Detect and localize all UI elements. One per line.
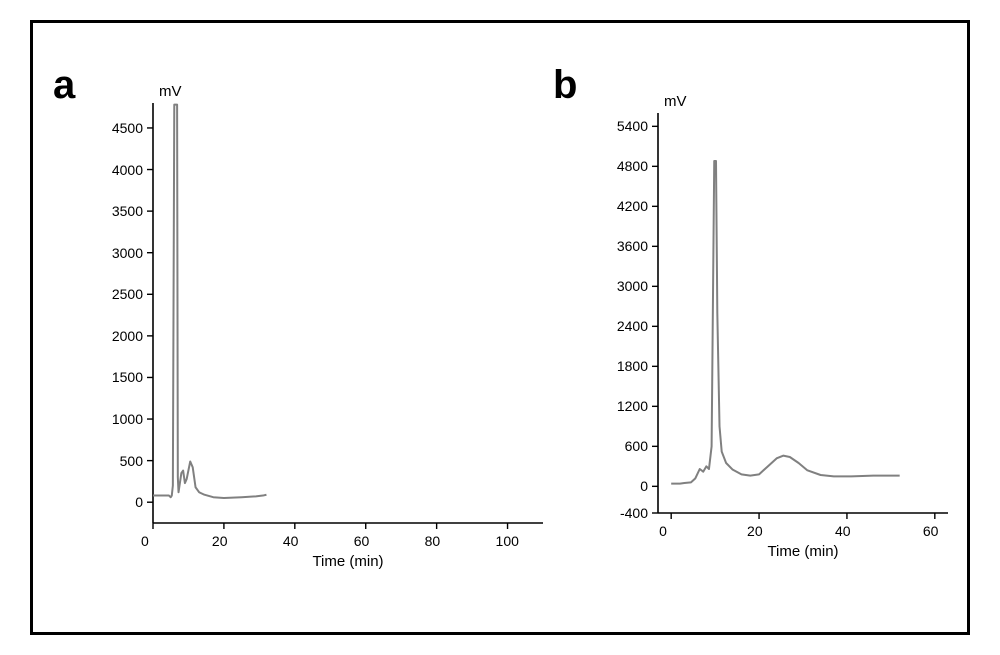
plot-bg	[658, 113, 948, 513]
x-tick-label: 100	[496, 533, 519, 549]
x-tick-label: 20	[212, 533, 228, 549]
chart-a-svg	[153, 103, 543, 523]
chart-b: -400060012001800240030003600420048005400…	[658, 113, 948, 513]
y-tick-label: 1000	[83, 411, 143, 427]
y-tick-label: 3600	[588, 238, 648, 254]
figure-frame: a b 050010001500200025003000350040004500…	[30, 20, 970, 635]
x-tick-label: 40	[283, 533, 299, 549]
x-tick-label: 20	[747, 523, 763, 539]
y-tick-label: 4800	[588, 158, 648, 174]
y-tick-label: 4500	[83, 120, 143, 136]
chart-a: 0500100015002000250030003500400045000204…	[153, 103, 543, 523]
y-tick-label: 2000	[83, 328, 143, 344]
chart-b-svg	[658, 113, 948, 513]
y-tick-label: 2400	[588, 318, 648, 334]
y-tick-label: 1800	[588, 358, 648, 374]
x-unit-label: Time (min)	[153, 553, 543, 570]
y-tick-label: 3500	[83, 203, 143, 219]
x-tick-label: 60	[354, 533, 370, 549]
x-unit-label: Time (min)	[658, 543, 948, 560]
y-tick-label: 0	[83, 494, 143, 510]
x-tick-label: 0	[659, 523, 667, 539]
y-tick-label: 3000	[588, 278, 648, 294]
x-tick-label: 60	[923, 523, 939, 539]
y-tick-label: 4000	[83, 162, 143, 178]
plot-bg	[153, 103, 543, 523]
y-tick-label: 500	[83, 453, 143, 469]
x-tick-label: 0	[141, 533, 149, 549]
y-unit-label: mV	[159, 83, 182, 100]
x-tick-label: 40	[835, 523, 851, 539]
y-tick-label: 0	[588, 478, 648, 494]
y-tick-label: -400	[588, 505, 648, 521]
y-tick-label: 600	[588, 438, 648, 454]
y-tick-label: 5400	[588, 118, 648, 134]
y-tick-label: 4200	[588, 198, 648, 214]
panel-a-label: a	[53, 63, 75, 108]
y-unit-label: mV	[664, 93, 687, 110]
y-tick-label: 1500	[83, 369, 143, 385]
y-tick-label: 1200	[588, 398, 648, 414]
x-tick-label: 80	[425, 533, 441, 549]
panel-b-label: b	[553, 63, 577, 108]
y-tick-label: 2500	[83, 286, 143, 302]
y-tick-label: 3000	[83, 245, 143, 261]
